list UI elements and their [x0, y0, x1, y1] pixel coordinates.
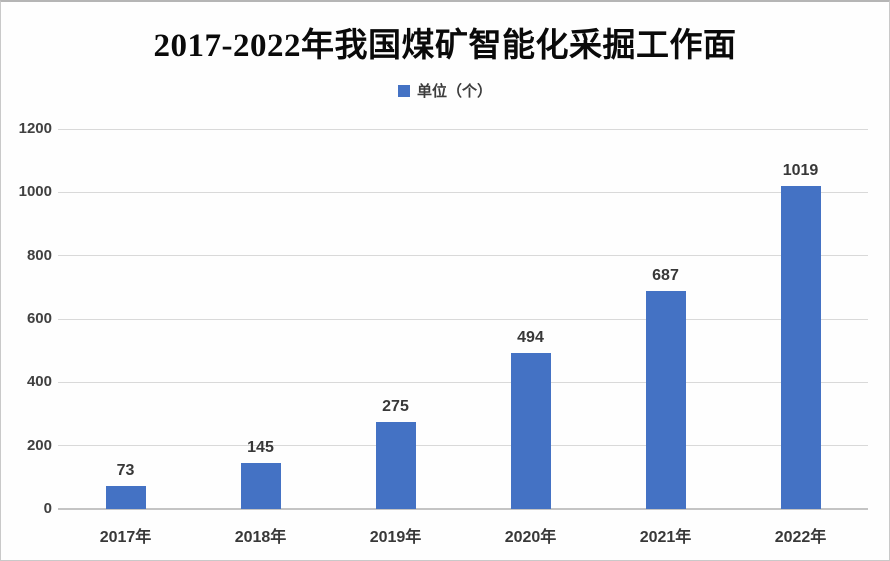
y-axis-tick-label: 1000	[18, 183, 52, 201]
bar	[780, 186, 821, 509]
y-axis-tick-label: 1200	[18, 120, 52, 137]
bar	[240, 463, 281, 509]
bar	[105, 486, 146, 509]
x-axis-tick-label: 2021年	[639, 529, 692, 546]
x-axis-tick-label: 2019年	[369, 529, 422, 546]
gridline	[58, 318, 868, 320]
gridline	[58, 445, 868, 447]
bar-value-label: 494	[517, 329, 544, 346]
bar-column: 145	[193, 129, 328, 509]
bar-value-label: 145	[247, 439, 274, 456]
y-axis-tick-label: 0	[43, 500, 52, 517]
x-axis-tick-label: 2018年	[234, 529, 287, 546]
legend: 单位（个）	[1, 80, 889, 101]
bar	[645, 291, 686, 509]
legend-label: 单位（个）	[416, 83, 492, 100]
legend-swatch-icon	[397, 84, 410, 97]
bar-column: 687	[598, 129, 733, 509]
gridline	[58, 255, 868, 257]
x-axis-tick-label: 2022年	[774, 529, 827, 546]
gridline	[58, 128, 868, 130]
bar-value-label: 687	[652, 267, 679, 284]
bar-column: 275	[328, 129, 463, 509]
bar-column: 73	[58, 129, 193, 509]
chart-title: 2017-2022年我国煤矿智能化采掘工作面	[153, 28, 737, 64]
bar-value-label: 73	[116, 462, 135, 479]
y-axis-tick-label: 200	[26, 436, 52, 454]
bar	[375, 422, 416, 509]
bar-column: 1019	[733, 129, 868, 509]
y-axis-tick-label: 800	[26, 246, 52, 264]
x-axis-line	[58, 508, 868, 510]
bar-column: 494	[463, 129, 598, 509]
x-axis-tick-label: 2020年	[504, 529, 557, 546]
y-axis-tick-label: 600	[26, 310, 52, 327]
y-axis-tick-label: 400	[26, 373, 52, 391]
gridline	[58, 191, 868, 193]
bar	[510, 353, 551, 509]
plot-area: 0 200 400 600 800 1000 1200 2017年 73 2018年 145 2019…	[19, 120, 868, 546]
gridline	[58, 381, 868, 383]
bar-value-label: 275	[382, 398, 409, 415]
x-axis-tick-label: 2017年	[99, 529, 152, 546]
bar-value-label: 1019	[782, 162, 819, 179]
